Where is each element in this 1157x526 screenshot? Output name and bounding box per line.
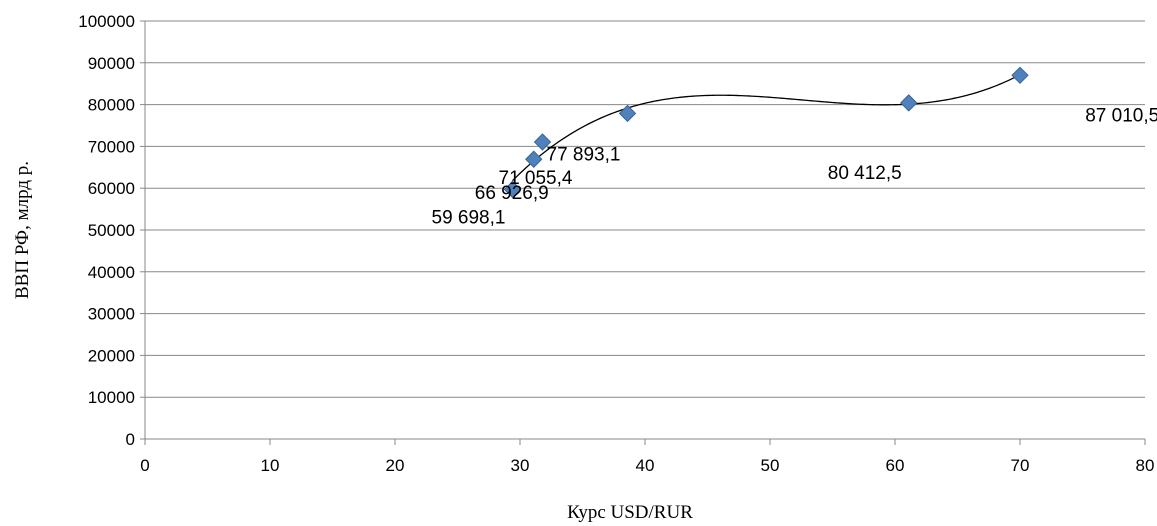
y-tick-label: 50000 (88, 221, 135, 240)
data-labels: 59 698,1 66 926,971 055,4 77 893,1 80 412,5… (432, 105, 1157, 228)
y-tick-label: 20000 (88, 346, 135, 365)
data-label: 66 926,9 (475, 183, 549, 204)
y-tick-label: 60000 (88, 179, 135, 198)
data-label: 80 412,5 (828, 163, 902, 184)
x-tick-label: 70 (1011, 456, 1030, 475)
y-tick-label: 100000 (78, 12, 135, 31)
x-tick-label: 50 (761, 456, 780, 475)
x-tick-label: 60 (886, 456, 905, 475)
x-tick-label: 20 (386, 456, 405, 475)
x-axis-title: Курс USD/RUR (567, 502, 693, 523)
y-tick-label: 10000 (88, 388, 135, 407)
x-tick-label: 10 (261, 456, 280, 475)
data-point (533, 133, 552, 151)
gridlines (145, 20, 1145, 398)
data-point (525, 150, 543, 168)
x-tick-label: 0 (140, 456, 149, 475)
y-tick-label: 0 (126, 430, 135, 449)
x-tick-label: 80 (1136, 456, 1155, 475)
data-label: 71 055,4 (499, 168, 573, 189)
data-point (1011, 66, 1029, 85)
trendline-layer (512, 74, 1021, 182)
data-points (503, 66, 1029, 199)
y-tick-label: 90000 (88, 54, 135, 73)
data-point (618, 104, 637, 123)
y-tick-label: 80000 (88, 96, 135, 115)
y-tick-label: 30000 (88, 305, 135, 324)
data-point (900, 94, 918, 112)
y-tick-label: 40000 (88, 263, 135, 282)
data-label: 87 010,553 28 (1085, 105, 1157, 126)
axes: 0 10000 20000 30000 40000 50000 60000 70000 8000… (78, 12, 1154, 475)
data-label: 59 698,1 (432, 207, 506, 228)
y-tick-label: 70000 (88, 137, 135, 156)
trendline (512, 74, 1021, 182)
data-label: 77 893,1 (547, 144, 621, 165)
x-tick-label: 40 (636, 456, 655, 475)
y-axis-title: ВВП РФ, млрд р. (12, 161, 33, 299)
data-point (503, 180, 522, 199)
x-tick-label: 30 (511, 456, 530, 475)
